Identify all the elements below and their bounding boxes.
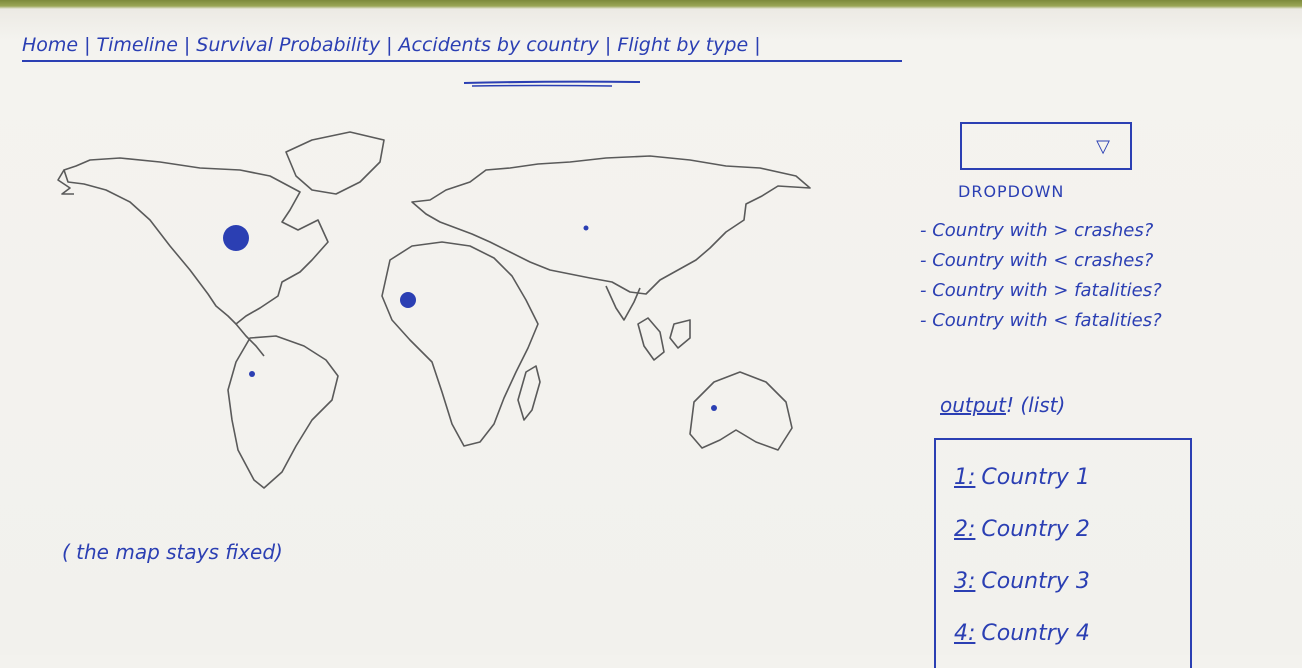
list-item-name: Country 1 — [981, 465, 1090, 490]
nav-separator: | — [754, 34, 761, 56]
list-item-number: 4: — [954, 621, 976, 646]
crash-marker-small[interactable] — [711, 405, 717, 411]
alaska-outline — [57, 169, 74, 195]
dropdown-options: - Country with > crashes? - Country with… — [920, 216, 1290, 336]
output-label-text: output — [940, 393, 1006, 417]
nav-separator: | — [386, 34, 393, 56]
south-america-outline — [227, 335, 339, 489]
list-item-name: Country 3 — [981, 569, 1090, 594]
world-map[interactable] — [50, 110, 820, 510]
map-caption: ( the map stays fixed) — [62, 540, 283, 564]
madagascar-outline — [517, 365, 541, 421]
north-america-outline — [63, 157, 329, 325]
output-list: 1: Country 1 2: Country 2 3: Country 3 4: Co… — [954, 458, 1090, 666]
dropdown-select[interactable]: ▽ — [960, 122, 1132, 170]
nav-accidents-by-country[interactable]: Accidents by country — [398, 34, 599, 56]
dropdown-option[interactable]: - Country with < crashes? — [920, 250, 1154, 271]
greenland-outline — [285, 131, 385, 195]
australia-outline — [689, 371, 793, 451]
crash-marker-large[interactable] — [223, 225, 249, 251]
list-item-number: 2: — [954, 517, 976, 542]
dropdown-option[interactable]: - Country with > fatalities? — [920, 280, 1162, 301]
list-item-number: 3: — [954, 569, 976, 594]
crash-marker-small[interactable] — [583, 225, 589, 231]
africa-outline — [381, 241, 539, 447]
nav-home[interactable]: Home — [22, 34, 79, 56]
crash-marker-small[interactable] — [249, 371, 255, 377]
islands-outline — [637, 317, 665, 361]
nav-survival-probability[interactable]: Survival Probability — [196, 34, 381, 56]
list-item: 1: Country 1 — [954, 458, 1090, 510]
output-label-suffix: ! (list) — [1005, 393, 1066, 417]
list-item: 3: Country 3 — [954, 562, 1090, 614]
nav-active-indicator — [463, 80, 641, 87]
dropdown-option[interactable]: - Country with > crashes? — [920, 220, 1154, 241]
output-list-box: 1: Country 1 2: Country 2 3: Country 3 4: Co… — [934, 438, 1192, 668]
dropdown-title: DROPDOWN — [958, 182, 1065, 201]
islands-outline-2 — [669, 319, 691, 349]
nav-bar: Home | Timeline | Survival Probability |… — [22, 32, 902, 62]
nav-separator: | — [84, 34, 91, 56]
central-america-outline — [235, 323, 265, 357]
nav-timeline[interactable]: Timeline — [96, 34, 178, 56]
list-item: 4: Country 4 — [954, 614, 1090, 666]
nav-separator: | — [183, 34, 191, 56]
list-item-number: 1: — [954, 465, 976, 490]
nav-flight-by-type[interactable]: Flight by type — [617, 34, 749, 56]
india-outline — [605, 285, 641, 321]
eurasia-outline — [411, 155, 811, 295]
output-label: output! (list) — [940, 393, 1065, 417]
crash-marker-medium[interactable] — [400, 292, 416, 308]
chevron-down-icon: ▽ — [1096, 136, 1110, 157]
list-item-name: Country 2 — [981, 517, 1090, 542]
dropdown-option[interactable]: - Country with < fatalities? — [920, 310, 1162, 331]
list-item-name: Country 4 — [981, 621, 1090, 646]
list-item: 2: Country 2 — [954, 510, 1090, 562]
nav-separator: | — [604, 34, 612, 56]
